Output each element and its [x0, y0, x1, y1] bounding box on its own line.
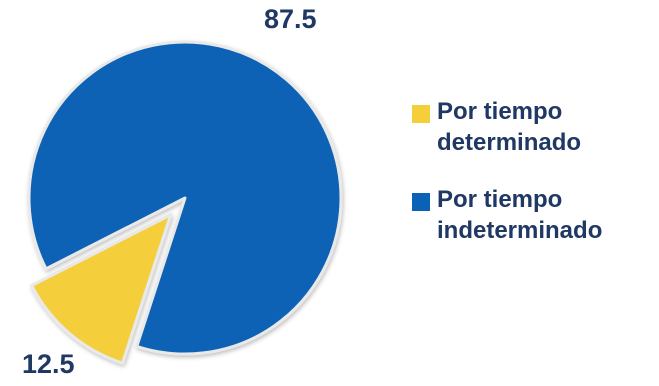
pie-slice-determinado [30, 213, 173, 365]
legend-label-line2: determinado [437, 129, 582, 156]
legend-label-line1: Por tiempo [437, 186, 563, 213]
legend-label-line1: Por tiempo [437, 98, 563, 125]
legend-swatch-indeterminado [412, 193, 430, 211]
legend-swatch-determinado [412, 105, 430, 123]
data-label-indeterminado: 87.5 [264, 4, 317, 34]
legend-label-indeterminado: Por tiempo indeterminado [437, 184, 602, 246]
legend: Por tiempo determinado Por tiempo indete… [412, 96, 652, 272]
pie-slice-indeterminado [27, 40, 343, 356]
legend-item-indeterminado: Por tiempo indeterminado [412, 184, 652, 246]
legend-label-line2: indeterminado [437, 217, 603, 244]
data-label-determinado: 12.5 [22, 349, 75, 379]
legend-item-determinado: Por tiempo determinado [412, 96, 652, 158]
legend-label-determinado: Por tiempo determinado [437, 96, 581, 158]
